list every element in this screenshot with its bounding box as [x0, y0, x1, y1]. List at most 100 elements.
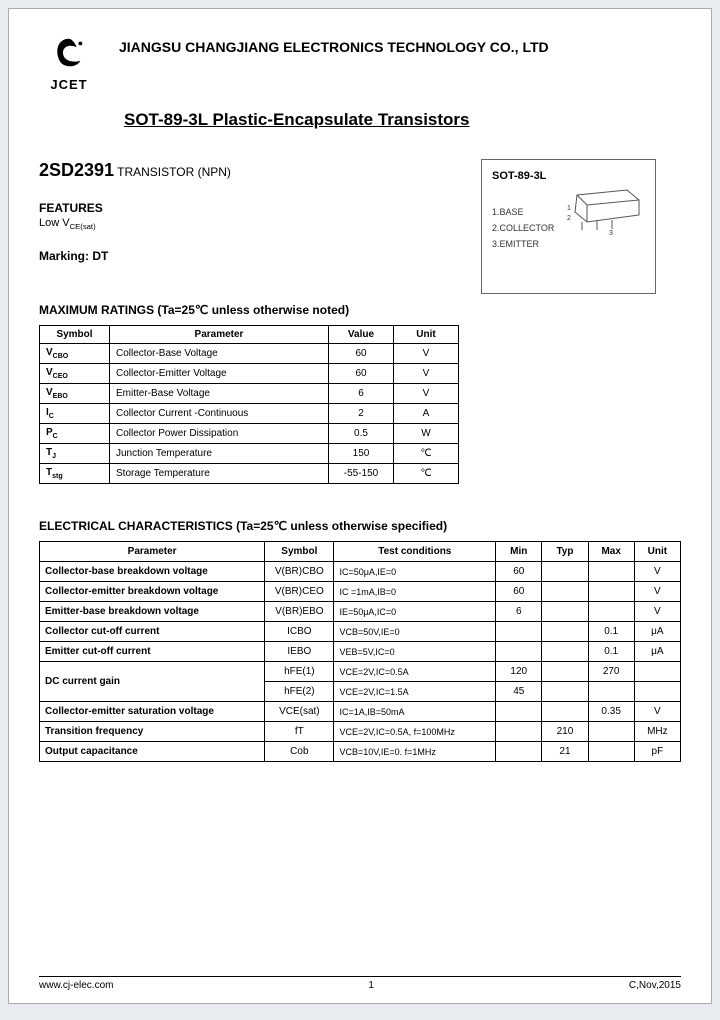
unit-cell: A: [394, 404, 459, 424]
logo-text: JCET: [39, 77, 99, 92]
table-row: VCBOCollector-Base Voltage60V: [40, 344, 459, 364]
typ-cell: 21: [542, 742, 588, 762]
max-cell: 0.35: [588, 702, 634, 722]
conditions-cell: IC=50μA,IE=0: [334, 562, 496, 582]
table-header: Unit: [394, 326, 459, 344]
parameter-cell: Junction Temperature: [110, 444, 329, 464]
unit-cell: V: [394, 344, 459, 364]
unit-cell: W: [394, 424, 459, 444]
parameter-cell: Collector-Base Voltage: [110, 344, 329, 364]
package-pin: 3.EMITTER: [492, 239, 645, 249]
table-header: Parameter: [110, 326, 329, 344]
table-row: Transition frequencyfTVCE=2V,IC=0.5A, f=…: [40, 722, 681, 742]
max-cell: 0.1: [588, 622, 634, 642]
maximum-ratings-table: Symbol Parameter Value Unit VCBOCollecto…: [39, 325, 459, 484]
parameter-cell: Collector Power Dissipation: [110, 424, 329, 444]
table-row: Collector-emitter saturation voltageVCE(…: [40, 702, 681, 722]
svg-text:2: 2: [567, 215, 571, 222]
conditions-cell: VCB=10V,IE=0. f=1MHz: [334, 742, 496, 762]
symbol-cell: ICBO: [265, 622, 334, 642]
unit-cell: MHz: [634, 722, 680, 742]
min-cell: [496, 702, 542, 722]
min-cell: 45: [496, 682, 542, 702]
table-row: VCEOCollector-Emitter Voltage60V: [40, 364, 459, 384]
svg-text:3: 3: [609, 230, 613, 237]
logo-block: JCET: [39, 34, 99, 92]
typ-cell: [542, 702, 588, 722]
symbol-cell: fT: [265, 722, 334, 742]
max-cell: [588, 722, 634, 742]
symbol-cell: VCBO: [40, 344, 110, 364]
table-header: Test conditions: [334, 542, 496, 562]
unit-cell: μA: [634, 642, 680, 662]
conditions-cell: VCE=2V,IC=0.5A, f=100MHz: [334, 722, 496, 742]
symbol-cell: VEBO: [40, 384, 110, 404]
unit-cell: V: [634, 702, 680, 722]
max-cell: [588, 602, 634, 622]
typ-cell: 210: [542, 722, 588, 742]
symbol-cell: hFE(2): [265, 682, 334, 702]
conditions-cell: VCE=2V,IC=0.5A: [334, 662, 496, 682]
typ-cell: [542, 622, 588, 642]
min-cell: [496, 722, 542, 742]
table-row: VEBOEmitter-Base Voltage6V: [40, 384, 459, 404]
page-footer: www.cj-elec.com 1 C,Nov,2015: [39, 976, 681, 991]
typ-cell: [542, 642, 588, 662]
min-cell: 60: [496, 582, 542, 602]
table-header: Parameter: [40, 542, 265, 562]
svg-text:1: 1: [567, 205, 571, 212]
table-row: ICCollector Current -Continuous2A: [40, 404, 459, 424]
symbol-cell: TJ: [40, 444, 110, 464]
conditions-cell: VCE=2V,IC=1.5A: [334, 682, 496, 702]
datasheet-page: JCET JIANGSU CHANGJIANG ELECTRONICS TECH…: [8, 8, 712, 1004]
unit-cell: V: [394, 384, 459, 404]
table-row: Collector-base breakdown voltageV(BR)CBO…: [40, 562, 681, 582]
min-cell: 60: [496, 562, 542, 582]
unit-cell: ℃: [394, 464, 459, 484]
document-subtitle: SOT-89-3L Plastic-Encapsulate Transistor…: [124, 110, 681, 130]
symbol-cell: V(BR)EBO: [265, 602, 334, 622]
parameter-cell: Storage Temperature: [110, 464, 329, 484]
table-row: Emitter-base breakdown voltageV(BR)EBOIE…: [40, 602, 681, 622]
unit-cell: μA: [634, 622, 680, 642]
max-cell: [588, 742, 634, 762]
table-row: Collector-emitter breakdown voltageV(BR)…: [40, 582, 681, 602]
table-row: Emitter cut-off currentIEBOVEB=5V,IC=00.…: [40, 642, 681, 662]
footer-page: 1: [368, 980, 374, 991]
min-cell: 6: [496, 602, 542, 622]
value-cell: 2: [329, 404, 394, 424]
symbol-cell: PC: [40, 424, 110, 444]
value-cell: -55-150: [329, 464, 394, 484]
header: JCET JIANGSU CHANGJIANG ELECTRONICS TECH…: [39, 34, 681, 92]
part-number: 2SD2391: [39, 160, 114, 180]
table-header: Min: [496, 542, 542, 562]
max-cell: [588, 582, 634, 602]
footer-url: www.cj-elec.com: [39, 980, 113, 991]
table-header: Typ: [542, 542, 588, 562]
electrical-characteristics-table: Parameter Symbol Test conditions Min Typ…: [39, 541, 681, 762]
package-outline-icon: 1 2 3: [557, 180, 647, 240]
typ-cell: [542, 682, 588, 702]
parameter-cell: Collector-base breakdown voltage: [40, 562, 265, 582]
parameter-cell: Emitter cut-off current: [40, 642, 265, 662]
conditions-cell: IE=50μA,IC=0: [334, 602, 496, 622]
ratings-title: MAXIMUM RATINGS (Ta=25℃ unless otherwise…: [39, 303, 681, 317]
parameter-cell: Collector-emitter saturation voltage: [40, 702, 265, 722]
min-cell: [496, 742, 542, 762]
electrical-title: ELECTRICAL CHARACTERISTICS (Ta=25℃ unles…: [39, 519, 681, 533]
unit-cell: [634, 662, 680, 682]
unit-cell: [634, 682, 680, 702]
company-name: JIANGSU CHANGJIANG ELECTRONICS TECHNOLOG…: [119, 39, 681, 55]
symbol-cell: IC: [40, 404, 110, 424]
conditions-cell: IC=1A,IB=50mA: [334, 702, 496, 722]
parameter-cell: Collector Current -Continuous: [110, 404, 329, 424]
value-cell: 6: [329, 384, 394, 404]
table-header: Value: [329, 326, 394, 344]
parameter-cell: Transition frequency: [40, 722, 265, 742]
max-cell: [588, 562, 634, 582]
min-cell: [496, 642, 542, 662]
min-cell: [496, 622, 542, 642]
parameter-cell: Collector-emitter breakdown voltage: [40, 582, 265, 602]
value-cell: 60: [329, 344, 394, 364]
unit-cell: V: [634, 562, 680, 582]
